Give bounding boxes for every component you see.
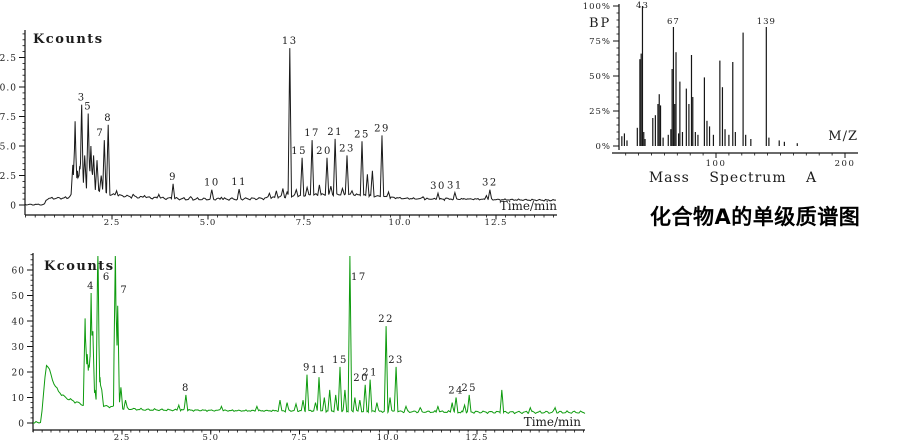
y-tick-label: 12.5	[0, 54, 17, 64]
peak-label-23: 23	[388, 355, 404, 366]
y-tick-label: 20	[12, 369, 25, 379]
peak-label-15: 15	[332, 355, 348, 366]
x-tick-label: 12.5	[466, 433, 489, 442]
x-tick-label: 2.5	[104, 218, 121, 228]
peak-label-25: 25	[461, 383, 477, 394]
x-tick-label: 10.0	[377, 433, 400, 442]
y-tick-label: 0%	[596, 142, 612, 152]
peak-label-5: 5	[84, 102, 92, 113]
peak-label-15: 15	[291, 146, 307, 157]
peak-label-20: 20	[353, 373, 369, 384]
peak-label-4: 4	[87, 281, 95, 292]
peak-label-32: 32	[482, 178, 498, 189]
compound-a-chinese-caption: 化合物A的单级质谱图	[650, 205, 861, 229]
y-tick-label: 5.0	[0, 143, 17, 153]
peak-label-21: 21	[327, 127, 343, 138]
mz-label: M/Z	[828, 129, 858, 144]
x-tick-label: 12.5	[485, 218, 508, 228]
peak-label-20: 20	[316, 146, 332, 157]
chromatogram-trace	[24, 48, 556, 206]
x-tick-label: 100	[706, 159, 727, 169]
x-tick-label: 5.0	[202, 433, 219, 442]
peak-label-24: 24	[448, 386, 464, 397]
y-tick-label: 10.0	[0, 84, 17, 94]
mass-spectrum-caption: Mass Spectrum A	[648, 170, 818, 186]
x-tick-label: 10.0	[389, 218, 412, 228]
peak-label-10: 10	[204, 178, 220, 189]
peak-label-11: 11	[231, 177, 247, 188]
x-tick-label: 7.5	[291, 433, 308, 442]
kcounts-label: Kcounts	[33, 32, 104, 47]
kcounts-label: Kcounts	[44, 259, 115, 274]
peak-label-8: 8	[104, 113, 112, 124]
peak-label-21: 21	[362, 368, 378, 379]
peak-label-9: 9	[303, 363, 311, 374]
peak-label-3: 3	[78, 93, 86, 104]
y-tick-label: 0	[10, 202, 17, 212]
chromatogram-trace	[33, 255, 586, 424]
peak-label-30: 30	[430, 181, 446, 192]
peak-label-6: 6	[103, 272, 111, 283]
peak-label-9: 9	[169, 172, 177, 183]
peak-label-17: 17	[351, 272, 367, 283]
time-axis-label: Time/min	[524, 415, 582, 429]
y-tick-label: 60	[12, 267, 25, 277]
y-tick-label: 30	[12, 343, 25, 353]
y-tick-label: 100%	[583, 2, 611, 12]
peak-label-31: 31	[447, 181, 463, 192]
x-tick-label: 200	[835, 159, 856, 169]
ms-peak-label-139: 139	[757, 17, 776, 27]
peak-label-17: 17	[304, 128, 320, 139]
peak-label-8: 8	[182, 383, 190, 394]
y-tick-label: 50	[12, 292, 25, 302]
tic-chart-bottom: 0 10 20 30 40 50 60 2.5 5.0 7.5 10.0 12.5 Kcounts Tim…	[12, 253, 586, 442]
y-tick-label: 25%	[589, 107, 611, 117]
ms-peak-label-67: 67	[667, 17, 680, 27]
y-tick-label: 50%	[589, 72, 611, 82]
peak-label-7: 7	[120, 285, 128, 296]
x-tick-label: 5.0	[200, 218, 217, 228]
peak-label-23: 23	[339, 143, 355, 154]
y-tick-label: 0	[18, 420, 25, 430]
x-tick-label: 2.5	[114, 433, 131, 442]
y-tick-label: 7.5	[0, 113, 17, 123]
y-tick-label: 40	[12, 318, 25, 328]
peak-label-13: 13	[282, 36, 298, 47]
bp-label: BP	[589, 16, 611, 31]
peak-label-25: 25	[354, 129, 370, 140]
peak-label-22: 22	[378, 314, 394, 325]
mass-spectrum-chart: 100% 75% 50% 25% 0% BP 100 200 M/Z 43 67 139	[583, 1, 858, 169]
x-tick-label: 7.5	[296, 218, 313, 228]
y-tick-label: 2.5	[0, 172, 17, 182]
y-tick-label: 75%	[589, 37, 611, 47]
tic-chart-top: 0 2.5 5.0 7.5 10.0 12.5 2.5 5.0 7.5 10.0 12.5 Kcoun…	[0, 30, 558, 228]
y-tick-label: 10	[12, 394, 25, 404]
time-axis-label: Time/min	[500, 199, 558, 213]
peak-label-29: 29	[374, 123, 390, 134]
ms-peak-label-43: 43	[636, 1, 649, 11]
peak-label-11: 11	[311, 365, 327, 376]
peak-label-7: 7	[96, 128, 104, 139]
